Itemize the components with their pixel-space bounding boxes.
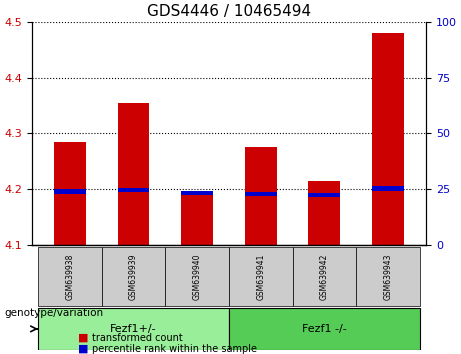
Text: GSM639941: GSM639941 [256, 253, 265, 300]
Bar [181, 191, 213, 195]
Text: GSM639943: GSM639943 [384, 253, 392, 300]
Bar [308, 193, 340, 197]
Bar [54, 189, 86, 194]
FancyBboxPatch shape [229, 308, 420, 350]
Bar [118, 103, 149, 245]
Bar [372, 187, 404, 191]
Bar [118, 188, 149, 192]
Text: GSM639942: GSM639942 [320, 253, 329, 300]
FancyBboxPatch shape [165, 247, 229, 306]
Text: GSM639938: GSM639938 [65, 253, 74, 300]
Text: Fezf1+/-: Fezf1+/- [110, 324, 157, 334]
FancyBboxPatch shape [293, 247, 356, 306]
Bar [181, 192, 213, 245]
Text: percentile rank within the sample: percentile rank within the sample [92, 344, 257, 354]
Text: GSM639939: GSM639939 [129, 253, 138, 300]
FancyBboxPatch shape [38, 308, 229, 350]
FancyBboxPatch shape [102, 247, 165, 306]
FancyBboxPatch shape [38, 247, 102, 306]
Text: ■: ■ [78, 333, 89, 343]
Text: genotype/variation: genotype/variation [5, 308, 104, 318]
Bar [245, 147, 277, 245]
Bar [372, 33, 404, 245]
Text: GSM639940: GSM639940 [193, 253, 201, 300]
Title: GDS4446 / 10465494: GDS4446 / 10465494 [147, 4, 311, 19]
Text: Fezf1 -/-: Fezf1 -/- [302, 324, 347, 334]
Text: transformed count: transformed count [92, 333, 183, 343]
Bar [308, 181, 340, 245]
FancyBboxPatch shape [229, 247, 293, 306]
Bar [245, 192, 277, 196]
Text: ■: ■ [78, 344, 89, 354]
FancyBboxPatch shape [356, 247, 420, 306]
Bar [54, 142, 86, 245]
